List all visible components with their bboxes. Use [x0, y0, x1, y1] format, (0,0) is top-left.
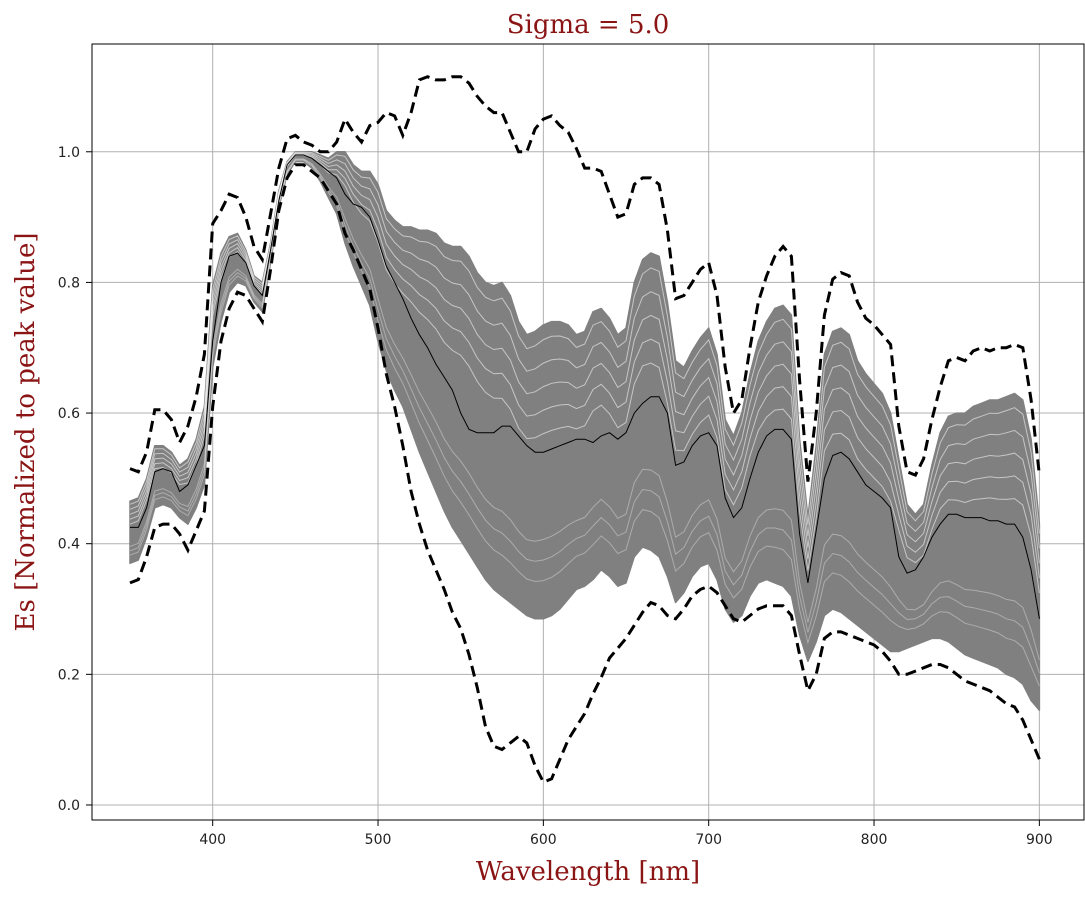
ensemble-member-line [129, 158, 1040, 661]
y-tick-label: 1.0 [58, 145, 80, 161]
y-tick-label: 0.8 [58, 275, 80, 291]
plot-series [129, 75, 1041, 785]
x-axis-label: Wavelength [nm] [476, 857, 700, 887]
ensemble-member-line [129, 159, 1040, 674]
ensemble-band [129, 151, 1041, 712]
x-tick-label: 700 [695, 832, 722, 848]
y-axis-label: Es [Normalized to peak value] [11, 232, 41, 631]
x-tick-label: 600 [530, 832, 557, 848]
y-tick-label: 0.0 [58, 798, 80, 814]
x-tick-label: 900 [1026, 832, 1053, 848]
x-tick-label: 800 [861, 832, 888, 848]
axis-ticks: 400 500 600 700 800 900 0.0 0.2 0.4 0.6 0.8 1.0 [58, 145, 1053, 848]
y-tick-label: 0.4 [58, 537, 80, 553]
x-tick-label: 500 [365, 832, 392, 848]
ensemble-member-line [129, 151, 1040, 534]
mean-line [130, 154, 1040, 619]
lower-bound-line [129, 163, 1041, 785]
upper-bound-line [129, 75, 1041, 482]
axes-frame [91, 43, 1085, 821]
y-tick-label: 0.2 [58, 667, 80, 683]
chart-title: Sigma = 5.0 [507, 10, 670, 40]
x-tick-label: 400 [199, 832, 226, 848]
y-tick-label: 0.6 [58, 406, 80, 422]
